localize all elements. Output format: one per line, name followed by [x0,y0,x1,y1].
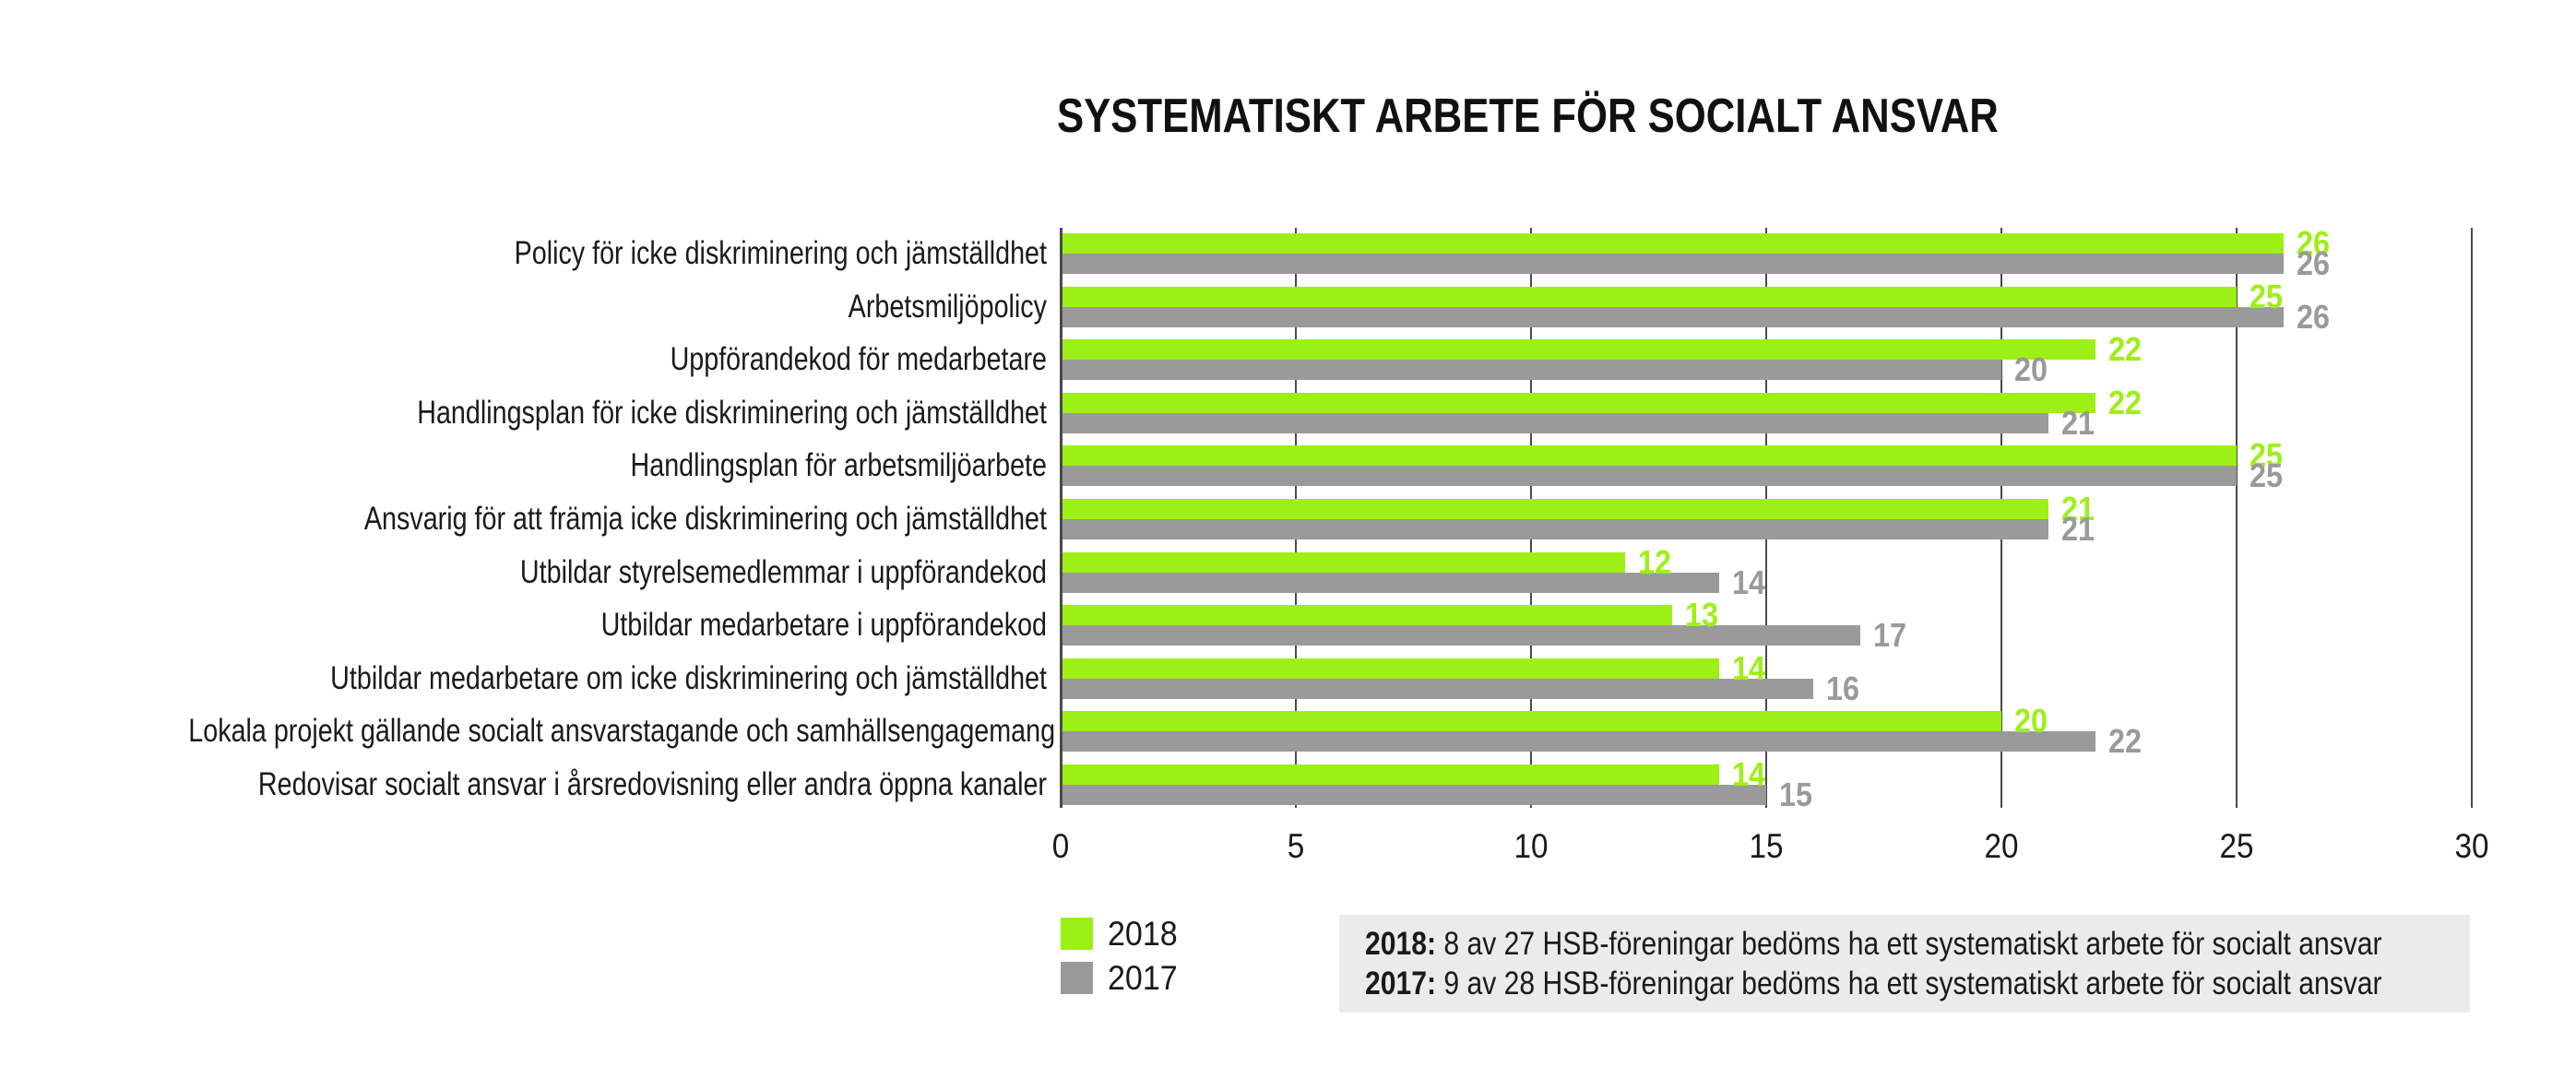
note-line-2017-label: 2017: [1365,966,1436,1001]
bar-2017 [1061,360,2001,381]
bar-2017 [1061,678,1813,699]
bar-2017 [1061,519,2048,539]
bar-value-2018: 12 [1638,542,1672,581]
category-label: Utbildar styrelsemedlemmar i uppförandek… [519,553,1047,590]
bar-2017 [1061,731,2095,752]
bar-2018 [1061,445,2237,467]
bar-value-2018: 25 [2250,277,2284,315]
bar-value-2018: 22 [2108,330,2143,369]
bar-2018 [1061,764,1719,785]
bar-2018 [1061,392,2095,413]
legend-swatch-2017 [1061,962,1093,994]
bar-2017 [1061,785,1766,805]
bar-2018 [1061,711,2001,732]
bar-value-2018: 14 [1732,755,1766,793]
bar-2018 [1061,286,2237,307]
legend-item-2018: 2018 [1061,915,1183,953]
legend-label-2018: 2018 [1108,915,1178,953]
bar-2017 [1061,412,2048,433]
gridline [2471,228,2473,808]
axis-tick-label: 25 [2219,827,2254,865]
category-label: Lokala projekt gällande socialt ansvarst… [188,713,1056,750]
axis-tick-label: 10 [1514,827,1549,865]
bar-value-2017: 25 [2250,456,2284,495]
bar-value-2017: 17 [1873,616,1907,655]
bar-2018 [1061,499,2048,519]
legend-label-2017: 2017 [1108,959,1178,997]
bar-value-2017: 21 [2061,510,2095,548]
bar-value-2018: 20 [2014,702,2048,740]
bar-value-2018: 14 [1732,648,1766,687]
bar-value-2018: 22 [2108,383,2143,421]
category-label: Ansvarig för att främja icke diskriminer… [363,501,1047,537]
bar-2018 [1061,551,1625,573]
axis-tick-label: 30 [2454,827,2489,865]
note-line-2017-text: 9 av 28 HSB-föreningar bedöms ha ett sys… [1435,966,2382,1001]
legend-item-2017: 2017 [1061,959,1183,997]
bar-value-2017: 26 [2297,297,2331,336]
note-box: 2018: 8 av 27 HSB-föreningar bedöms ha e… [1339,915,2470,1013]
category-label: Handlingsplan för arbetsmiljöarbete [630,447,1047,484]
category-label: Utbildar medarbetare om icke diskriminer… [330,659,1047,696]
bar-2018 [1061,605,1672,626]
category-label: Handlingsplan för icke diskriminering oc… [417,394,1047,431]
bar-value-2017: 14 [1732,563,1766,601]
bar-2017 [1061,306,2284,327]
bar-value-2017: 20 [2014,350,2048,389]
bar-value-2017: 26 [2297,244,2331,282]
legend-swatch-2018 [1061,918,1093,950]
axis-tick-label: 0 [1051,827,1070,865]
bar-value-2018: 26 [2297,224,2331,262]
bar-value-2018: 13 [1685,596,1719,634]
axis-tick-label: 5 [1287,827,1305,865]
bar-2018 [1061,658,1719,679]
category-label: Uppförandekod för medarbetare [670,341,1047,378]
bar-value-2017: 21 [2061,403,2095,442]
bar-value-2017: 15 [1779,776,1813,813]
category-label: Arbetsmiljöpolicy [848,288,1047,325]
axis-tick-label: 20 [1984,827,2019,865]
note-line-2017: 2017: 9 av 28 HSB-föreningar bedöms ha e… [1365,964,2382,1003]
bar-2018 [1061,339,2095,361]
bar-value-2018: 25 [2250,436,2284,475]
category-label: Utbildar medarbetare i uppförandekod [600,607,1047,644]
bar-2017 [1061,625,1860,646]
bar-2017 [1061,572,1719,593]
axis-line [1059,228,1062,808]
legend: 2018 2017 [1061,915,1183,1006]
category-label: Policy för icke diskriminering och jämst… [514,235,1047,271]
bar-value-2017: 22 [2108,722,2143,761]
note-line-2018: 2018: 8 av 27 HSB-föreningar bedöms ha e… [1365,924,2382,964]
bar-2017 [1061,466,2237,487]
note-line-2018-label: 2018: [1365,926,1436,962]
gridline [2236,228,2238,808]
chart-title: SYSTEMATISKT ARBETE FÖR SOCIALT ANSVAR [1057,89,1999,143]
bar-2017 [1061,254,2284,274]
axis-tick-label: 15 [1749,827,1784,865]
bar-2018 [1061,233,2284,254]
category-label: Redovisar socialt ansvar i årsredovisnin… [257,766,1047,802]
bar-value-2017: 16 [1826,669,1860,707]
note-line-2018-text: 8 av 27 HSB-föreningar bedöms ha ett sys… [1435,926,2382,962]
bar-value-2018: 21 [2061,490,2095,527]
